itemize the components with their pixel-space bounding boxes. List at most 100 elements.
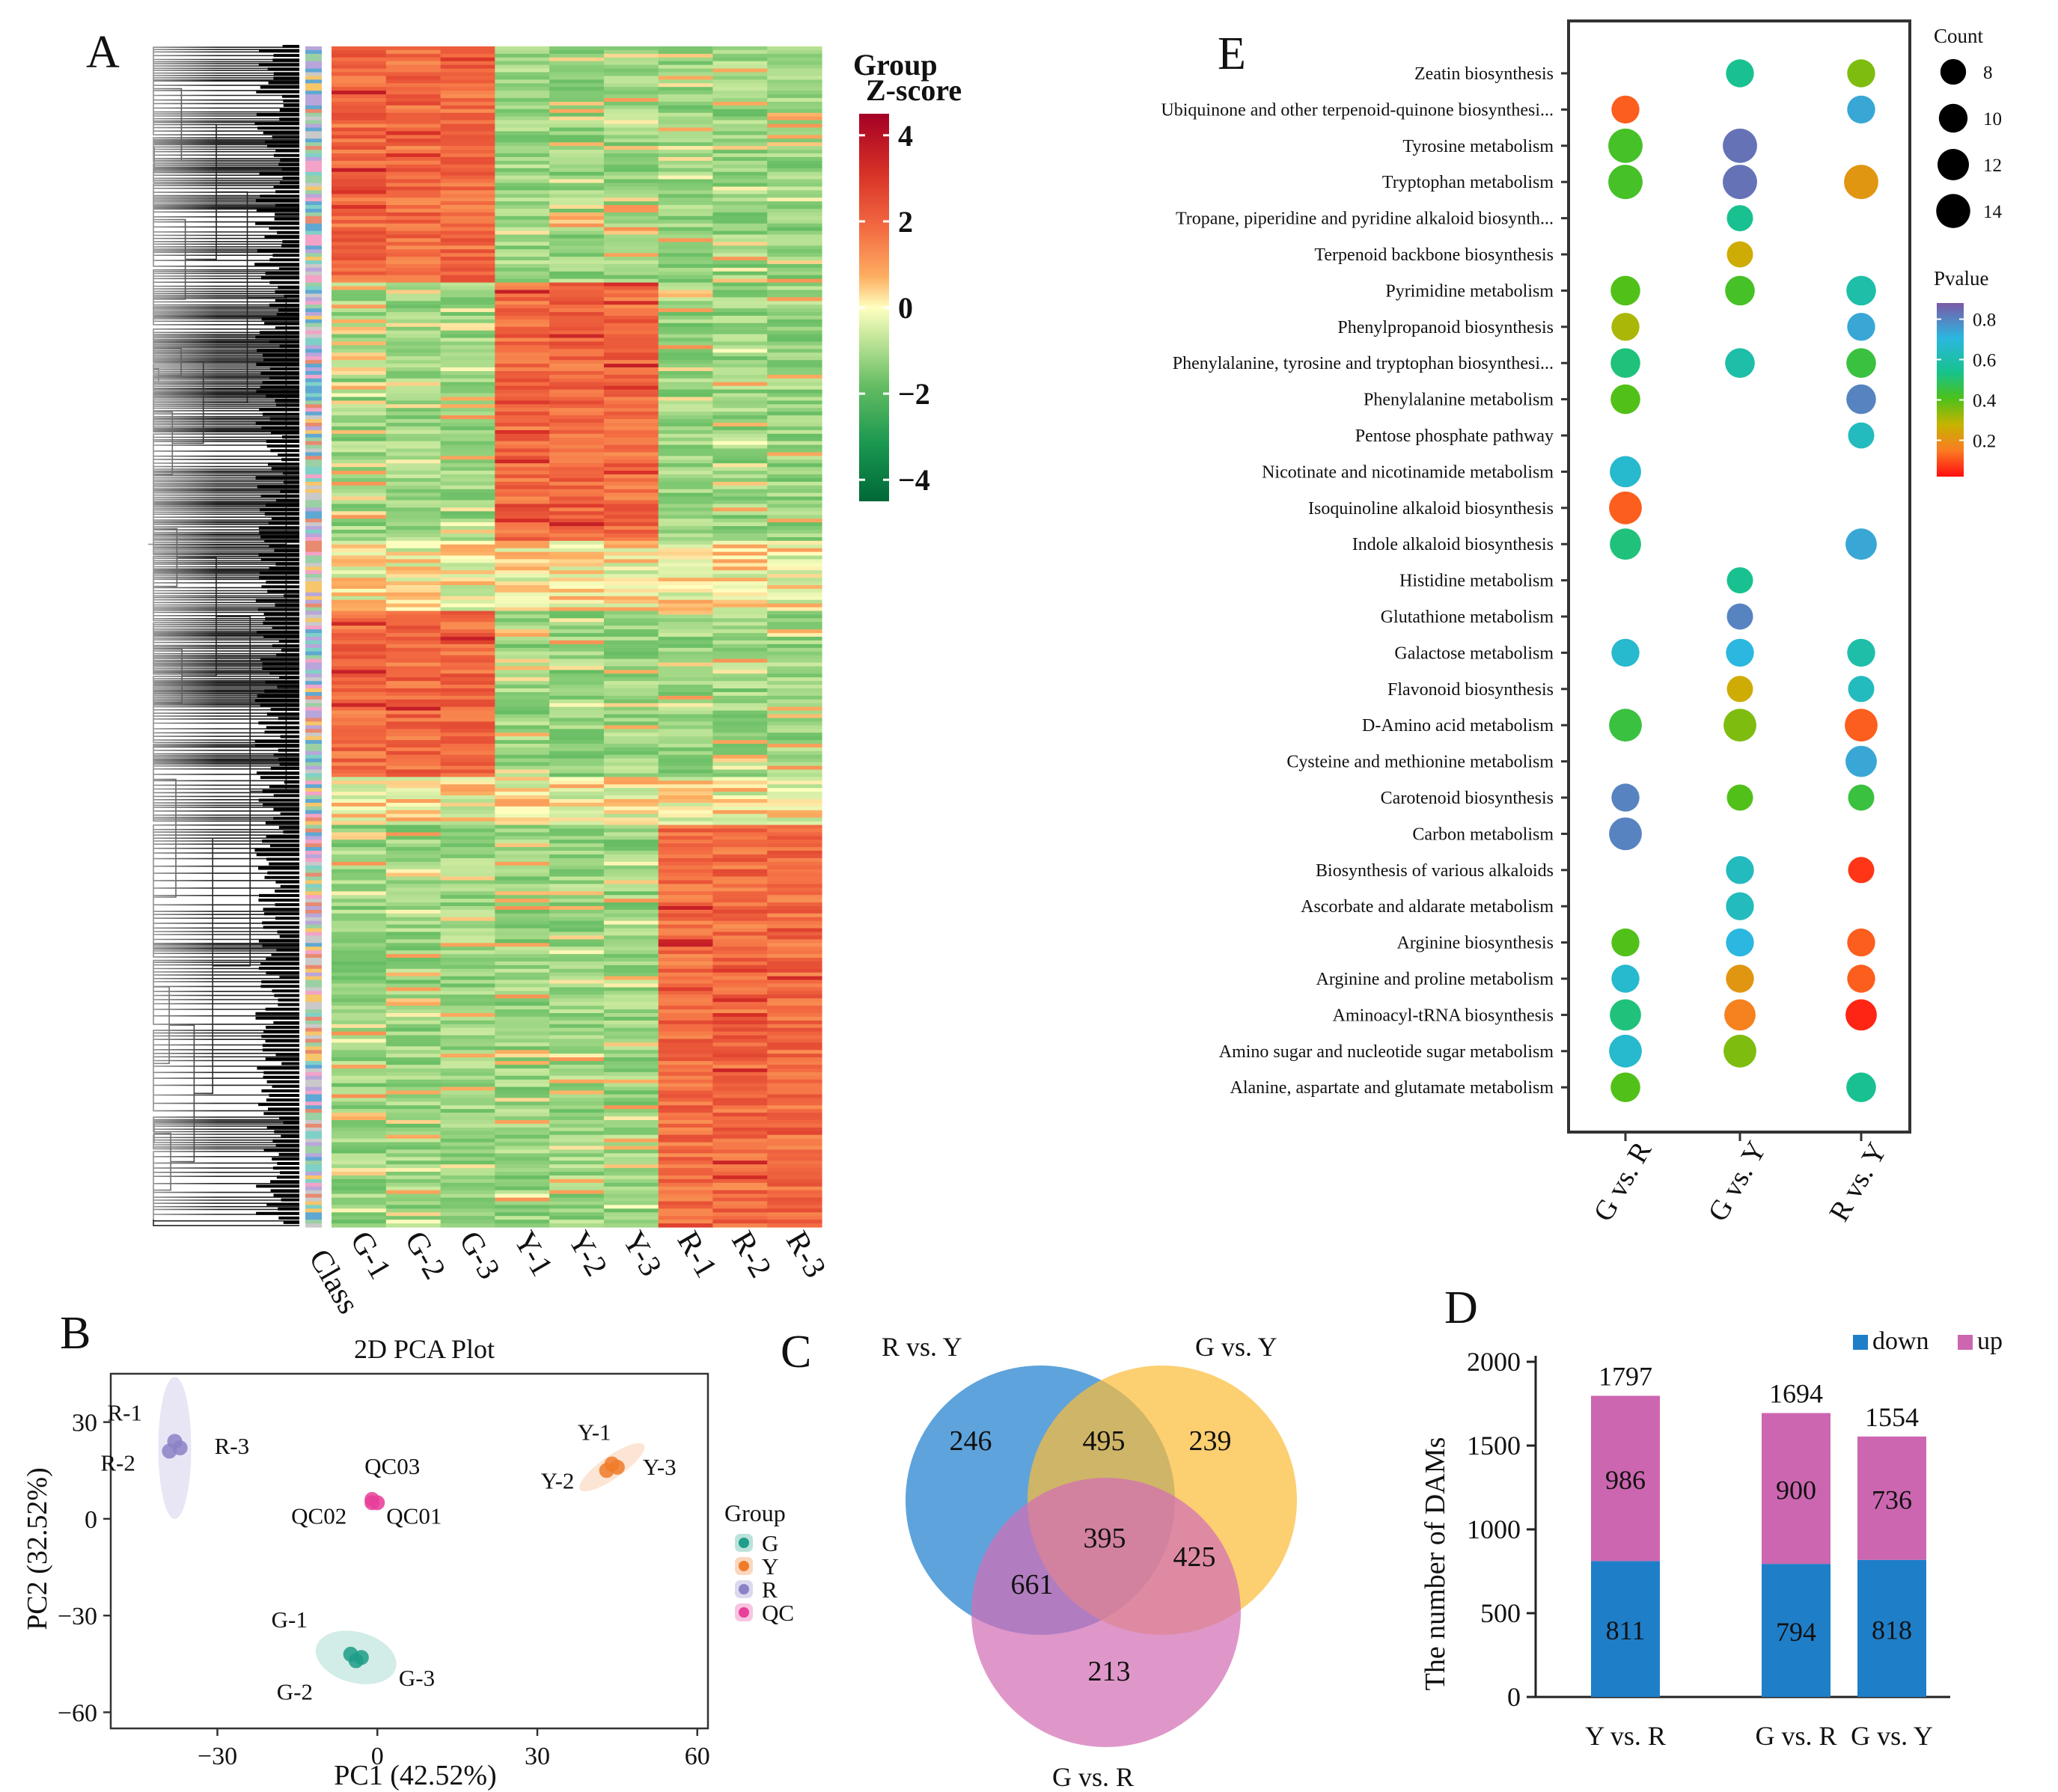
heatmap-cell [440,1101,495,1106]
heatmap-cell [440,164,495,169]
heatmap-cell [712,1116,768,1121]
heatmap-cell [495,426,550,431]
heatmap-cell [767,1178,822,1184]
heatmap-cell [332,828,387,833]
heatmap-cell [603,666,659,670]
heatmap-cell [549,947,605,951]
class-segment [305,286,322,290]
heatmap-cell [495,415,550,420]
heatmap-cell [332,1134,387,1140]
heatmap-cell [767,1157,822,1161]
heatmap-cell [603,1054,659,1058]
heatmap-cell [495,481,550,486]
heatmap-cell [603,367,659,372]
venn-panel: C R vs. Y G vs. Y G vs. R 246 239 213 49… [781,1327,1297,1792]
heatmap-cell [712,522,768,527]
heatmap-cell [712,1123,768,1128]
class-segment [305,721,322,726]
heatmap-cell [332,902,387,907]
heatmap-cell [658,950,714,955]
heatmap-cell [603,865,659,870]
heatmap-cell [385,290,442,294]
heatmap-cell [495,559,550,563]
heatmap-cell [712,647,768,652]
heatmap-cell [549,548,605,553]
heatmap-cell [549,57,605,62]
heatmap-cell [603,777,659,781]
heatmap-cell [495,928,550,933]
heatmap-cell [767,108,822,114]
heatmap-cell [332,1131,387,1136]
heatmap-cell [767,603,822,608]
heatmap-cell [712,777,768,781]
heatmap-cell [332,655,387,660]
heatmap-cell [767,393,822,397]
heatmap-cell [712,643,768,649]
heatmap-cell [767,212,822,217]
heatmap-cell [603,419,659,423]
heatmap-cell [767,382,822,387]
heatmap-cell [440,249,495,254]
heatmap-cell [549,364,605,368]
heatmap-cell [495,810,550,815]
heatmap-cell [549,215,605,221]
heatmap-cell [712,895,768,899]
heatmap-cell [385,278,442,284]
heatmap-cell [549,666,605,670]
heatmap-cell [603,245,659,250]
heatmap-cell [603,607,659,612]
heatmap-grid [332,46,822,1228]
venn-count-r-only: 246 [950,1425,992,1457]
heatmap-cell [603,703,659,708]
heatmap-cell [658,1223,714,1228]
heatmap-cell [603,108,659,114]
heatmap-cell [495,1208,550,1213]
heatmap-cell [495,611,550,615]
heatmap-cell [385,968,442,973]
heatmap-cell [603,637,659,641]
heatmap-cell [712,367,768,372]
heatmap-cell [658,374,714,379]
heatmap-cell [712,290,768,294]
heatmap-cell [603,385,659,391]
heatmap-cell [767,190,822,195]
heatmap-cell [549,725,605,730]
heatmap-cell [767,1002,822,1006]
heatmap-cell [712,740,768,744]
heatmap-cell [767,1186,822,1191]
count-legend-label: 12 [1983,156,2002,176]
heatmap-cell [549,496,605,501]
heatmap-cell [440,979,495,985]
heatmap-cell [603,1201,659,1205]
heatmap-cell [658,463,714,468]
heatmap-cell [658,68,714,73]
heatmap-cell [712,607,768,612]
heatmap-cell [712,61,768,66]
heatmap-cell [767,1094,822,1098]
heatmap-cell [549,334,605,339]
heatmap-cell [712,1220,768,1224]
heatmap-cell [495,408,550,412]
heatmap-cell [603,1098,659,1102]
heatmap-cell [495,865,550,870]
count-legend-dot [1940,58,1967,85]
heatmap-cell [549,526,605,530]
heatmap-cell [603,1090,659,1095]
heatmap-cell [603,1009,659,1014]
heatmap-cell [712,322,768,328]
heatmap-cell [440,872,495,878]
class-segment [305,1105,322,1110]
heatmap-cell [549,219,605,224]
heatmap-cell [549,123,605,129]
class-segment [305,1201,322,1205]
heatmap-cell [658,876,714,881]
heatmap-cell [658,710,714,715]
heatmap-cell [767,183,822,187]
heatmap-cell [549,643,605,649]
heatmap-cell [658,603,714,608]
heatmap-cell [440,987,495,991]
heatmap-cell [603,186,659,191]
heatmap-cell [385,1083,442,1088]
heatmap-cell [767,1009,822,1014]
heatmap-cell [385,596,442,601]
